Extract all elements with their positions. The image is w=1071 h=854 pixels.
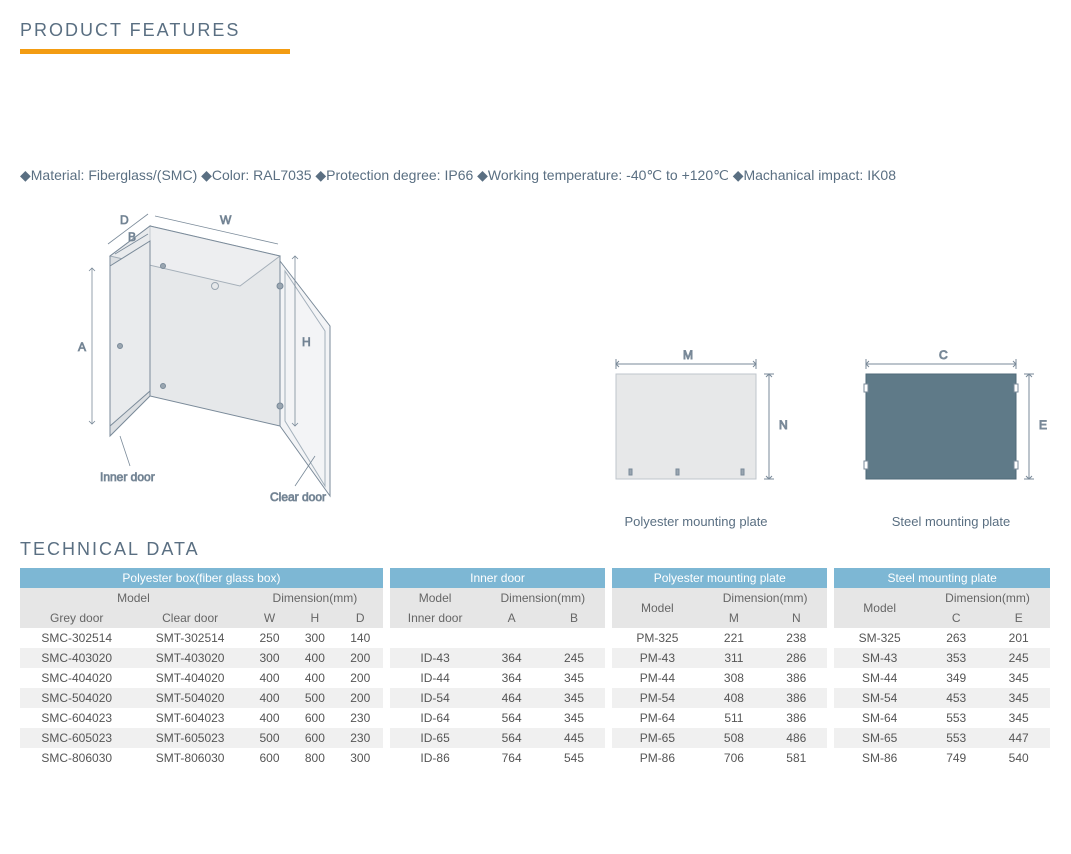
plates-wrap: M N Polyester mounting plate (601, 349, 1051, 529)
technical-title: TECHNICAL DATA (20, 539, 1051, 560)
hdr-dim2: Dimension(mm) (480, 588, 605, 608)
label-M: M (683, 349, 693, 362)
hdr-a: A (480, 608, 542, 628)
label-D: D (120, 213, 129, 227)
diagrams-row: D W H A B (20, 196, 1051, 519)
hdr-model: Model (20, 588, 247, 608)
label-H: H (302, 335, 311, 349)
enclosure-sketch: D W H A B (20, 196, 420, 519)
hdr-model-pm: Model (612, 588, 703, 628)
poly-plate-block: M N Polyester mounting plate (601, 349, 791, 529)
label-A: A (78, 340, 86, 354)
hdr-dim4: Dimension(mm) (925, 588, 1050, 608)
table-row: SMC-404020SMT-404020400400200ID-44364345… (20, 668, 1050, 688)
steel-plate-block: C E Steel mountin (851, 349, 1051, 529)
hdr-b: B (543, 608, 605, 628)
hdr-clear-door: Clear door (133, 608, 246, 628)
table-row: SMC-605023SMT-605023500600230ID-65564445… (20, 728, 1050, 748)
hdr-inner-door: Inner door (390, 608, 481, 628)
group-poly-plate: Polyester mounting plate (612, 568, 827, 588)
label-W: W (220, 213, 232, 227)
orange-underline (20, 49, 290, 54)
hdr-model-sm: Model (834, 588, 925, 628)
hdr-model-id: Model (390, 588, 481, 608)
table-row: SMC-604023SMT-604023400600230ID-64564345… (20, 708, 1050, 728)
inner-door-callout: Inner door (100, 470, 155, 484)
steel-plate-svg: C E (851, 349, 1051, 499)
label-E: E (1039, 418, 1047, 432)
label-N: N (779, 418, 788, 432)
hdr-grey-door: Grey door (20, 608, 133, 628)
table-row: SMC-403020SMT-403020300400200ID-43364245… (20, 648, 1050, 668)
table-row: SMC-302514SMT-302514250300140PM-32522123… (20, 628, 1050, 648)
hdr-h: H (292, 608, 337, 628)
table-row: SMC-504020SMT-504020400500200ID-54464345… (20, 688, 1050, 708)
features-section: PRODUCT FEATURES ◆Material: Fiberglass/(… (20, 20, 1051, 519)
features-text: ◆Material: Fiberglass/(SMC) ◆Color: RAL7… (20, 164, 1051, 186)
group-inner-door: Inner door (390, 568, 605, 588)
hdr-w: W (247, 608, 292, 628)
enclosure-svg: D W H A B (20, 196, 350, 516)
poly-plate-caption: Polyester mounting plate (601, 514, 791, 529)
technical-table: Polyester box(fiber glass box) Inner door… (20, 568, 1050, 768)
hdr-dim3: Dimension(mm) (703, 588, 828, 608)
poly-plate-svg: M N (601, 349, 791, 499)
hdr-m: M (703, 608, 765, 628)
steel-plate-caption: Steel mounting plate (851, 514, 1051, 529)
hdr-c: C (925, 608, 987, 628)
group-steel-plate: Steel mounting plate (834, 568, 1050, 588)
label-B: B (128, 230, 136, 244)
hdr-n: N (765, 608, 827, 628)
hdr-e: E (987, 608, 1050, 628)
clear-door-callout: Clear door (270, 490, 326, 504)
features-title: PRODUCT FEATURES (20, 20, 1051, 41)
group-polyester-box: Polyester box(fiber glass box) (20, 568, 383, 588)
hdr-d: D (338, 608, 383, 628)
table-row: SMC-806030SMT-806030600800300ID-86764545… (20, 748, 1050, 768)
label-C: C (939, 349, 948, 362)
hdr-dim1: Dimension(mm) (247, 588, 383, 608)
